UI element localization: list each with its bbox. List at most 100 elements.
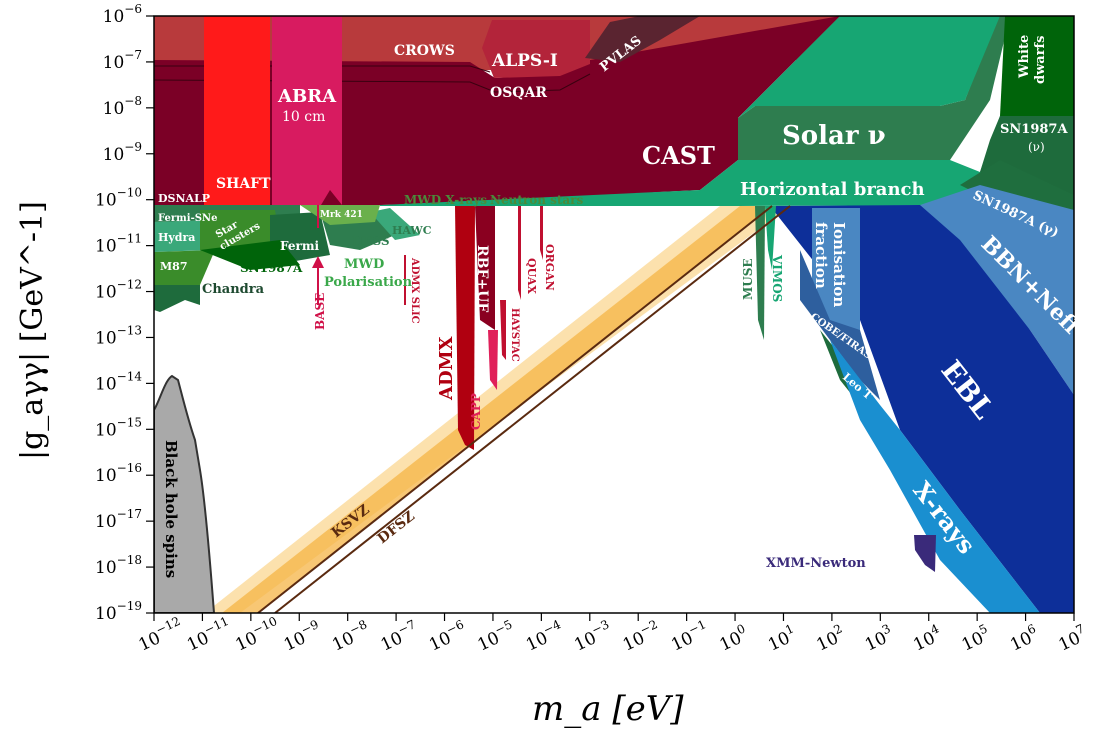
label-sn-nu2: (ν) <box>1028 140 1045 154</box>
y-axis-ticks: 10−19 10−18 10−17 10−16 10−15 10−14 10−13 10−12… <box>95 2 154 624</box>
region-mwd-polarisation <box>300 205 380 225</box>
label-crows: CROWS <box>394 43 455 59</box>
label-alps: ALPS-I <box>491 51 558 71</box>
region-muse <box>755 206 765 340</box>
label-mrk: Mrk 421 <box>320 210 363 220</box>
x-tick-label: 100 <box>715 621 752 655</box>
x-tick-label: 101 <box>763 621 800 655</box>
region-alps <box>482 20 590 78</box>
region-black-hole-spins <box>154 374 216 613</box>
y-tick-label: 10−8 <box>103 94 142 119</box>
region-ebl <box>770 205 1074 613</box>
label-admx: ADMX <box>436 337 457 402</box>
label-solar: Solar ν <box>782 121 886 151</box>
x-tick-label: 10−3 <box>570 617 616 655</box>
qcd-axion-band-core <box>222 206 772 613</box>
x-axis-ticks: 10−1210−1110−1010−910−810−710−610−510−41… <box>134 613 1091 656</box>
region-m87 <box>154 250 215 285</box>
region-ionisation <box>812 208 860 335</box>
y-tick-label: 10−16 <box>95 461 142 486</box>
label-osqar: OSQAR <box>490 85 547 101</box>
label-vimos: VIMOS <box>770 254 784 302</box>
label-organ: ORGAN <box>543 244 556 291</box>
region-white-dwarfs <box>1000 16 1074 116</box>
x-tick-label: 104 <box>909 621 946 655</box>
x-tick-label: 10−7 <box>376 617 422 655</box>
label-ion1: Ionisation <box>830 222 848 307</box>
region-haystac <box>500 300 506 360</box>
label-shaft: SHAFT <box>216 176 271 192</box>
region-capp <box>488 330 498 390</box>
region-quax <box>518 206 521 300</box>
x-tick-label: 10−12 <box>134 614 187 656</box>
osqar-line <box>154 73 591 93</box>
label-dsnalp: DSNALP <box>158 192 210 205</box>
label-xmm: XMM-Newton <box>766 556 866 571</box>
region-horizontal-branch <box>380 160 738 206</box>
region-organ <box>540 206 543 260</box>
label-abra-size: 10 cm <box>282 109 325 125</box>
label-sn-nu: SN1987A <box>1000 122 1068 137</box>
region-xrays <box>830 340 1040 613</box>
label-chandra: Chandra <box>202 282 265 297</box>
label-cast: CAST <box>642 141 715 170</box>
x-tick-label: 105 <box>957 621 994 655</box>
x-tick-label: 10−2 <box>618 617 664 655</box>
region-xmm-newton <box>914 535 936 572</box>
y-tick-label: 10−10 <box>95 186 142 211</box>
y-tick-label: 10−13 <box>95 323 142 348</box>
label-muse: MUSE <box>741 258 755 300</box>
x-axis-title-text: m_a [eV] <box>532 689 684 729</box>
label-mwdx: MWD X-rays <box>404 193 487 207</box>
y-axis-title-text: |g_aγγ| [GeV^-1] <box>15 201 50 460</box>
x-tick-label: 10−5 <box>473 617 519 655</box>
y-tick-label: 10−11 <box>95 232 142 257</box>
x-tick-label: 10−8 <box>328 617 374 655</box>
x-tick-label: 10−1 <box>667 617 713 655</box>
label-quax: QUAX <box>525 258 538 294</box>
label-sn1987a: SN1987A <box>240 261 303 275</box>
region-rbf-uf <box>475 206 495 330</box>
label-admxslic: ADMX SLIC <box>409 257 420 324</box>
region-shaft <box>204 16 270 212</box>
base-arrowhead <box>312 256 324 268</box>
y-tick-label: 10−18 <box>95 553 142 578</box>
label-rbf: RBF+UF <box>474 245 490 312</box>
label-fermisne: Fermi-SNe <box>158 213 217 224</box>
plot-frame <box>153 15 1075 614</box>
y-tick-label: 10−15 <box>95 415 142 440</box>
region-chandra <box>154 285 200 312</box>
region-abra <box>272 16 342 212</box>
region-hb-top <box>738 16 1000 118</box>
region-admx <box>455 206 475 450</box>
region-hawc <box>370 208 420 240</box>
y-tick-label: 10−17 <box>95 507 142 532</box>
label-hb: Horizontal branch <box>740 179 925 200</box>
label-haystac: HAYSTAC <box>509 308 520 362</box>
label-fermi: Fermi <box>280 239 320 253</box>
y-tick-label: 10−12 <box>95 278 142 303</box>
label-white: White <box>1017 35 1032 79</box>
y-tick-label: 10−19 <box>95 599 142 624</box>
x-tick-label: 107 <box>1054 621 1091 655</box>
region-sn1987a-nu <box>980 116 1074 205</box>
region-sn1987a-low <box>200 240 300 270</box>
y-axis-title: |g_aγγ| [GeV^-1] <box>15 201 50 460</box>
y-tick-label: 10−6 <box>103 2 142 27</box>
y-tick-label: 10−9 <box>103 140 142 165</box>
region-pvlas <box>585 16 700 62</box>
x-tick-label: 103 <box>860 621 897 655</box>
label-capp: CAPP <box>469 393 483 430</box>
label-mwd1: MWD <box>344 257 384 272</box>
label-hess: HESS <box>352 234 390 248</box>
y-tick-label: 10−14 <box>95 369 142 394</box>
label-hawc: HAWC <box>392 224 432 237</box>
x-tick-label: 10−9 <box>279 617 325 655</box>
x-tick-label: 10−10 <box>231 614 284 656</box>
x-axis-title: m_a [eV] <box>532 689 684 729</box>
label-dwarfs: dwarfs <box>1033 36 1048 84</box>
ksvz-line <box>257 205 773 613</box>
label-bhs: Black hole spins <box>162 440 180 578</box>
region-cobe <box>800 250 880 400</box>
